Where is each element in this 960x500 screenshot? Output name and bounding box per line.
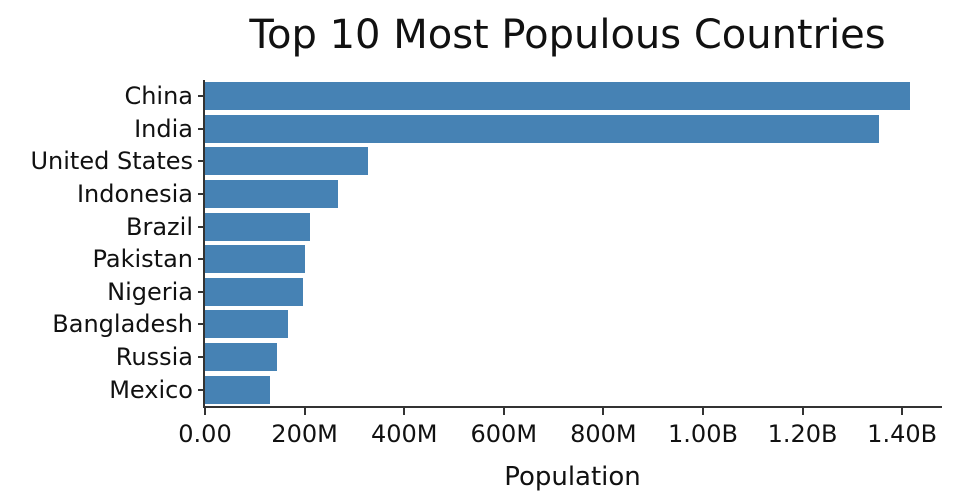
y-tick — [198, 356, 205, 359]
bar-row: Nigeria — [107, 276, 942, 309]
category-label: Brazil — [126, 212, 193, 241]
x-tick — [204, 407, 206, 415]
plot-area: China India United States Indonesia Brazil Pa… — [30, 80, 942, 448]
bar — [205, 212, 311, 241]
category-label: Pakistan — [92, 245, 194, 274]
category-label: Nigeria — [107, 277, 193, 306]
bar-row: Mexico — [109, 373, 942, 406]
x-tick — [303, 407, 306, 415]
x-tick — [901, 407, 904, 415]
bar — [205, 147, 368, 176]
bar-row: Bangladesh — [52, 308, 942, 341]
bar — [205, 245, 306, 274]
x-tick — [801, 407, 804, 415]
bar-row: Pakistan — [93, 243, 942, 276]
y-tick — [198, 95, 205, 98]
chart-title: Top 10 Most Populous Countries — [249, 12, 886, 58]
bar — [205, 277, 303, 306]
y-tick — [198, 193, 205, 196]
bar — [205, 114, 880, 143]
bar — [205, 375, 271, 404]
x-tick — [502, 407, 505, 415]
plot-rows: China India United States Indonesia Brazil Pa… — [30, 80, 942, 406]
bar-row: India — [134, 113, 942, 146]
x-tick-label: 600M — [470, 420, 538, 448]
x-tick — [602, 407, 605, 415]
bar — [205, 310, 288, 339]
category-label: China — [124, 82, 193, 111]
bar — [205, 180, 338, 209]
x-tick-label: 200M — [271, 420, 338, 448]
bar-row: China — [124, 80, 942, 113]
y-tick — [198, 225, 205, 228]
y-tick — [198, 323, 205, 326]
category-label: Indonesia — [76, 180, 193, 209]
category-label: Bangladesh — [52, 310, 193, 339]
bar-row: Indonesia — [77, 178, 942, 211]
x-tick-label: 800M — [570, 420, 637, 448]
x-tick-label: 400M — [370, 420, 438, 448]
bar-row: Brazil — [126, 210, 942, 243]
category-label: Russia — [115, 343, 193, 372]
y-tick — [198, 258, 205, 261]
x-tick — [701, 407, 704, 415]
bar-row: Russia — [116, 341, 942, 374]
y-tick — [198, 290, 205, 293]
y-tick — [198, 160, 205, 163]
x-tick-label: 1.40B — [867, 420, 938, 448]
bar — [205, 343, 277, 372]
bar — [205, 82, 910, 111]
bar-row: United States — [30, 145, 942, 178]
x-tick-label: 1.00B — [668, 420, 738, 448]
category-label: India — [134, 114, 193, 143]
category-label: United States — [30, 147, 193, 176]
category-label: Mexico — [109, 375, 193, 404]
x-tick — [403, 407, 406, 415]
y-tick — [198, 127, 205, 130]
y-tick — [198, 388, 205, 391]
x-tick-label: 0.00 — [178, 420, 232, 448]
x-axis-label: Population — [504, 462, 641, 492]
x-tick-label: 1.20B — [767, 420, 838, 448]
